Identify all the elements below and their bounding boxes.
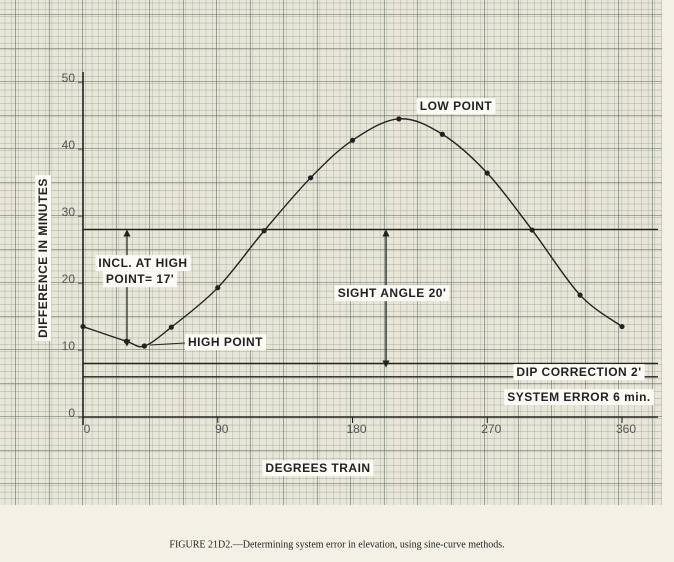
system-error-label: SYSTEM ERROR 6 min. — [507, 390, 651, 404]
data-point — [396, 116, 402, 122]
incl-label-1-box — [95, 255, 191, 272]
dip-correction-label: DIP CORRECTION 2' — [516, 365, 641, 379]
y-axis-label-box — [35, 175, 52, 341]
low-point-label: LOW POINT — [420, 99, 493, 113]
x-axis-label-box — [262, 460, 374, 477]
data-point — [439, 131, 445, 137]
x-tick-label: 0 — [84, 422, 91, 436]
y-tick-label: 40 — [62, 138, 76, 152]
low-point-label-box — [416, 98, 496, 115]
y-tick-label: 10 — [62, 339, 76, 353]
incl-label-1: INCL. AT HIGH — [98, 256, 187, 270]
y-tick-label: 20 — [62, 272, 76, 286]
data-point — [307, 175, 314, 181]
incl-label-2: POINT= 17' — [106, 272, 174, 286]
data-point — [349, 137, 356, 143]
y-axis-label: DIFFERENCE IN MINUTES — [36, 178, 50, 338]
incl-label-2-box — [102, 271, 178, 288]
data-point — [577, 292, 583, 298]
system-error-label-box — [504, 389, 654, 406]
high-point-label: HIGH POINT — [188, 335, 263, 349]
sight-angle-label-box — [334, 285, 450, 302]
data-point — [168, 324, 174, 330]
x-tick-label: 90 — [215, 422, 229, 436]
x-tick-label: 180 — [346, 422, 366, 436]
dip-correction-label-box — [513, 364, 645, 381]
data-point — [619, 323, 625, 330]
data-point — [484, 170, 490, 176]
data-point — [529, 227, 535, 233]
leader — [149, 342, 186, 346]
data-point — [141, 343, 147, 349]
grid-pattern — [0, 0, 662, 505]
data-point — [215, 285, 221, 291]
data-point — [261, 228, 267, 234]
x-tick-label: 270 — [481, 422, 501, 436]
high-point-label-box — [185, 334, 267, 351]
y-tick-label: 0 — [68, 406, 75, 420]
sight-angle-label: SIGHT ANGLE 20' — [338, 286, 447, 300]
x-tick-label: 360 — [616, 422, 636, 436]
caption: FIGURE 21D2.—Determining system error in… — [169, 539, 504, 550]
y-tick-label: 30 — [62, 205, 76, 219]
x-axis-label: DEGREES TRAIN — [265, 461, 370, 475]
y-tick-label: 50 — [62, 71, 76, 85]
data-point — [80, 323, 86, 330]
